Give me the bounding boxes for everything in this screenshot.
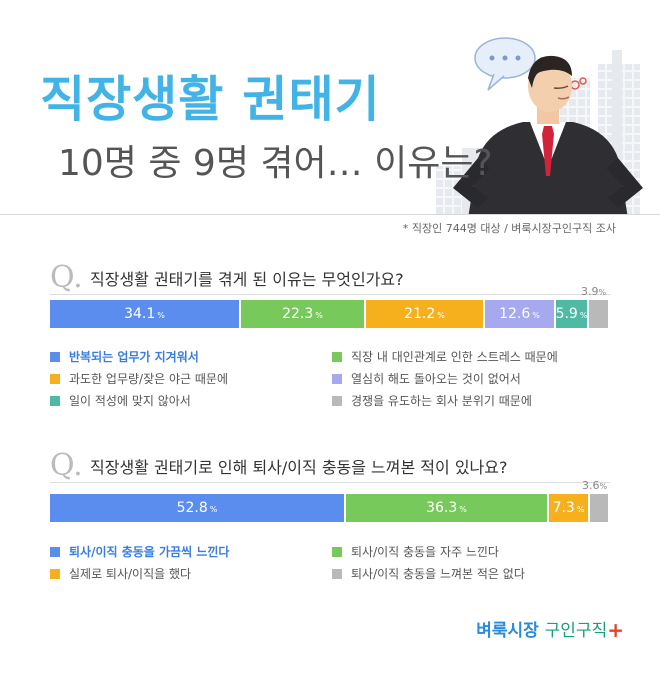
value-unit: %	[576, 505, 585, 514]
value-number: 12.6	[499, 306, 531, 322]
legend-label: 반복되는 업무가 지겨워서	[69, 350, 199, 364]
bar-value-label: 34.1%	[124, 306, 165, 322]
value-number: 7.3	[552, 500, 575, 516]
bar-value-label: 3.9%	[581, 285, 606, 298]
building-illustration	[612, 50, 622, 214]
businessman-illustration	[453, 55, 643, 214]
legend-item: 퇴사/이직 충동을 가끔씩 느낀다	[50, 543, 229, 560]
legend-item: 일이 적성에 맞지 않아서	[50, 392, 191, 409]
value-unit: %	[459, 505, 467, 514]
value-number: 36.3	[426, 500, 458, 516]
legend-label: 경쟁을 유도하는 회사 분위기 때문에	[351, 394, 532, 408]
bar-segment: 7.3%	[549, 494, 590, 522]
value-unit: %	[579, 311, 588, 320]
legend-item: 직장 내 대인관계로 인한 스트레스 때문에	[332, 348, 558, 365]
question-text: 직장생활 권태기를 겪게 된 이유는 무엇인가요?	[90, 270, 404, 289]
q-mark: Q.	[50, 448, 83, 483]
legend-swatch	[332, 546, 342, 557]
bar-value-label: 3.6%	[582, 479, 607, 492]
question-underline	[50, 294, 610, 295]
legend-swatch	[332, 351, 342, 362]
bar-value-label: 52.8%	[177, 500, 218, 516]
bar-segment: 22.3%	[241, 300, 366, 328]
value-number: 34.1	[124, 306, 156, 322]
legend-item: 열심히 해도 돌아오는 것이 없어서	[332, 370, 521, 387]
question-text: 직장생활 권태기로 인해 퇴사/이직 충동을 느껴본 적이 있나요?	[90, 458, 508, 477]
legend-label: 직장 내 대인관계로 인한 스트레스 때문에	[351, 350, 558, 364]
legend-swatch	[332, 568, 342, 579]
bar-value-label: 5.9%	[556, 306, 587, 322]
legend-label: 과도한 업무량/잦은 야근 때문에	[69, 372, 229, 386]
value-unit: %	[599, 482, 608, 491]
value-unit: %	[598, 288, 607, 297]
value-number: 22.3	[282, 306, 314, 322]
bar-value-label: 7.3%	[553, 500, 585, 516]
bar-segment: 21.2%	[366, 300, 485, 328]
bar-segment: 34.1%	[50, 300, 241, 328]
source-note: * 직장인 744명 대상 / 벼룩시장구인구직 조사	[402, 222, 616, 235]
speech-bubble-icon	[474, 37, 536, 91]
legend-swatch	[50, 546, 60, 557]
brand-logo: 벼룩시장 구인구직+	[476, 616, 624, 642]
logo-text-sub: 구인구직	[544, 621, 608, 641]
bar-segment: 5.9%	[556, 300, 589, 328]
legend-item: 퇴사/이직 충동을 자주 느낀다	[332, 543, 499, 560]
value-unit: %	[157, 311, 165, 320]
legend-label: 실제로 퇴사/이직을 했다	[69, 567, 192, 581]
legend-item: 과도한 업무량/잦은 야근 때문에	[50, 370, 228, 387]
bar-segment	[590, 494, 610, 522]
legend-label: 일이 적성에 맞지 않아서	[69, 394, 191, 408]
legend-swatch	[50, 568, 60, 579]
bar-segment: 36.3%	[346, 494, 549, 522]
legend-label: 퇴사/이직 충동을 가끔씩 느낀다	[69, 545, 230, 559]
value-unit: %	[209, 505, 218, 514]
value-number: 21.2	[404, 306, 436, 322]
legend-swatch	[50, 395, 60, 406]
value-number: 52.8	[176, 500, 208, 516]
bar-value-label: 12.6%	[499, 306, 540, 322]
bar-value-label: 36.3%	[426, 500, 467, 516]
logo-text-main: 벼룩시장	[476, 621, 539, 641]
legend-item: 실제로 퇴사/이직을 했다	[50, 565, 191, 582]
legend-swatch	[332, 373, 342, 384]
legend-item: 경쟁을 유도하는 회사 분위기 때문에	[332, 392, 532, 409]
question-underline	[50, 482, 610, 483]
stacked-bar-reasons: 34.1% 22.3% 21.2% 12.6% 5.9% 3.9%	[50, 285, 610, 330]
value-number: 3.6	[582, 479, 600, 492]
legend-item: 퇴사/이직 충동을 느껴본 적은 없다	[332, 565, 525, 582]
page-subtitle: 10명 중 9명 겪어… 이유는?	[58, 143, 493, 184]
legend-item: 반복되는 업무가 지겨워서	[50, 348, 199, 365]
legend-swatch	[332, 395, 342, 406]
bar-value-label: 21.2%	[404, 306, 445, 322]
legend-label: 열심히 해도 돌아오는 것이 없어서	[351, 372, 521, 386]
page-title: 직장생활 권태기	[40, 71, 381, 128]
legend-label: 퇴사/이직 충동을 느껴본 적은 없다	[351, 567, 525, 581]
bar-segment	[589, 300, 610, 328]
value-unit: %	[532, 311, 540, 320]
bar-value-label: 22.3%	[282, 306, 323, 322]
header-banner: 직장생활 권태기 10명 중 9명 겪어… 이유는?	[0, 0, 660, 214]
bar-segment: 52.8%	[50, 494, 346, 522]
legend-label: 퇴사/이직 충동을 자주 느낀다	[351, 545, 499, 559]
value-number: 3.9	[581, 285, 599, 298]
stacked-bar-resign-urge: 52.8% 36.3% 7.3% 3.6%	[50, 479, 610, 524]
header-divider	[0, 214, 660, 215]
value-unit: %	[315, 311, 323, 320]
legend-swatch	[50, 351, 60, 362]
bar-segment: 12.6%	[485, 300, 556, 328]
q-mark: Q.	[50, 260, 83, 295]
value-number: 5.9	[556, 306, 578, 322]
value-unit: %	[437, 311, 445, 320]
plus-icon: +	[607, 618, 624, 642]
legend-swatch	[50, 373, 60, 384]
